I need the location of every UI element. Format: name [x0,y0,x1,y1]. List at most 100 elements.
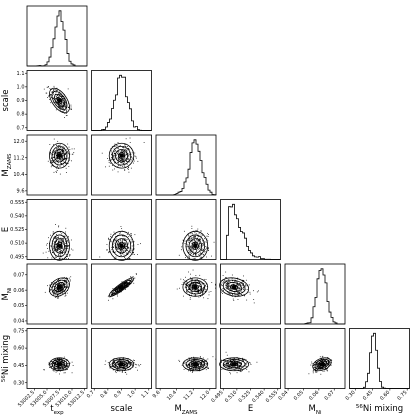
sample-point [53,237,54,239]
sample-point [65,237,67,239]
sample-point [125,282,127,284]
sample-point [115,251,117,253]
sample-point [59,257,61,259]
sample-point [68,284,70,286]
sample-point [188,365,190,367]
sample-point [127,155,129,157]
sample-point [53,144,54,146]
sample-point [228,281,229,283]
sample-point [60,107,62,109]
sample-point [138,365,140,367]
sample-point [192,254,194,256]
sample-point [65,152,67,154]
sample-point [192,283,194,285]
sample-point [55,92,57,94]
contour-level-2 [54,282,65,293]
sample-point [53,366,55,368]
sample-point [188,287,189,289]
sample-point [122,159,123,160]
sample-point [245,364,247,366]
sample-point [64,249,66,251]
sample-point [236,366,238,368]
histogram-M_ZAMS [156,139,217,196]
sample-point [190,363,192,365]
sample-point [201,290,203,292]
sample-point [227,287,229,289]
sample-point [240,293,242,295]
sample-point [116,247,118,248]
sample-point [112,246,114,248]
sample-point [143,142,145,143]
contour-level-3 [222,279,246,295]
sample-point [204,241,206,243]
sample-point [136,364,138,366]
density-peak [193,284,198,290]
sample-point [323,361,325,363]
sample-point [245,363,246,364]
sample-point [180,249,182,251]
sample-point [207,358,209,360]
sample-point [59,289,61,291]
sample-point [114,242,116,244]
sample-point [112,359,114,361]
sample-point [196,369,198,371]
sample-point [195,233,197,235]
sample-point [200,257,202,259]
sample-point [115,363,117,364]
sample-point [317,367,319,369]
sample-point [48,86,49,87]
sample-point [189,238,191,240]
sample-point [188,246,190,248]
sample-point [58,241,60,243]
sample-point [61,99,63,100]
sample-point [238,295,240,296]
contour-level-2 [114,149,129,163]
sample-point [194,366,196,368]
sample-point [116,157,118,159]
sample-point [203,364,204,366]
sample-point [110,240,112,242]
sample-point [63,104,65,105]
sample-point [113,258,115,260]
sample-point [203,360,205,362]
sample-point [221,293,223,294]
sample-point [249,362,251,364]
sample-point [190,248,192,250]
sample-point [128,166,130,168]
sample-point [238,358,240,360]
sample-point [183,368,185,370]
contour-level-1 [230,362,239,367]
density-peak [193,362,198,367]
sample-point [195,229,197,231]
sample-point [56,157,57,158]
sample-point [64,110,65,111]
sample-point [190,248,192,250]
sample-point [115,240,117,242]
sample-point [64,361,65,363]
sample-point [229,369,231,371]
sample-point [62,280,64,282]
sample-point [191,289,193,291]
sample-point [57,296,59,298]
sample-point [64,101,66,103]
sample-point [62,293,64,295]
sample-point [124,243,126,245]
sample-point [192,288,194,290]
sample-point [111,294,113,296]
sample-point [117,369,119,370]
sample-point [133,254,135,255]
sample-point [119,164,121,166]
sample-point [183,362,185,364]
sample-point [125,363,127,365]
sample-point [120,250,121,251]
sample-point [61,248,63,250]
sample-point [64,290,66,292]
sample-point [57,159,59,161]
sample-point [199,356,201,358]
sample-point [207,247,209,248]
sample-point [204,250,205,251]
sample-point [66,114,68,116]
sample-point [116,238,118,240]
sample-point [124,153,126,155]
histogram-scale [91,74,152,131]
